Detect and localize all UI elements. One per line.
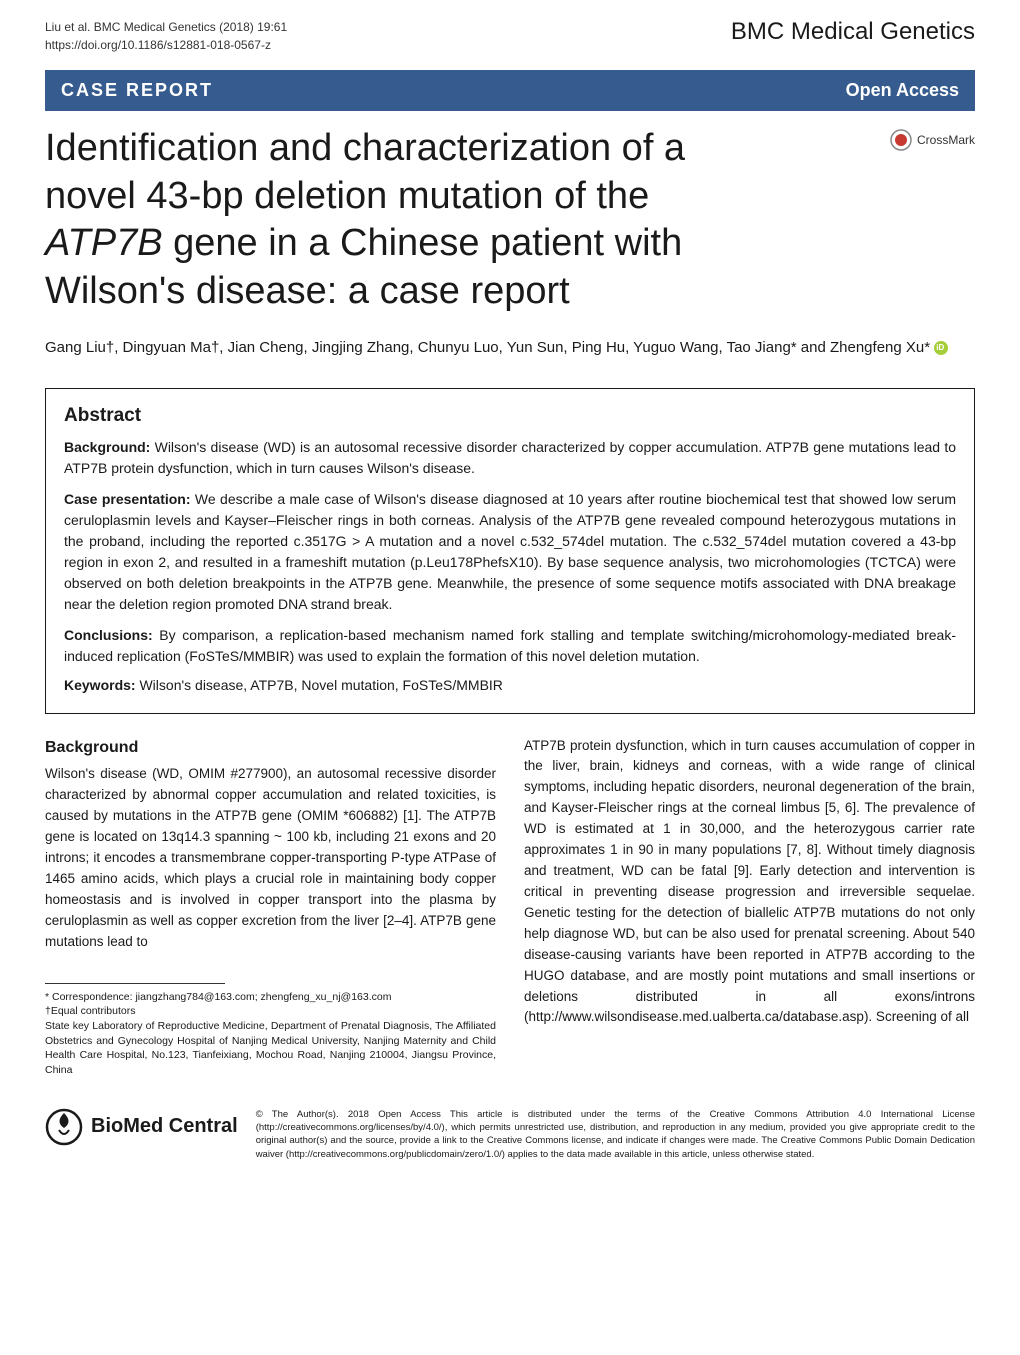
title-gene: ATP7B <box>45 222 163 264</box>
author-list: Gang Liu†, Dingyuan Ma†, Jian Cheng, Jin… <box>0 315 1020 360</box>
case-label: Case presentation: <box>64 491 191 507</box>
title-line1: Identification and characterization of a <box>45 127 685 169</box>
title-line3: gene in a Chinese patient with <box>163 222 683 264</box>
left-column: Background Wilson's disease (WD, OMIM #2… <box>45 736 496 1078</box>
background-heading: Background <box>45 736 496 761</box>
open-access-label: Open Access <box>846 80 959 101</box>
footer: BioMed Central © The Author(s). 2018 Ope… <box>45 1108 975 1161</box>
crossmark-icon <box>890 129 912 151</box>
conclusions-label: Conclusions: <box>64 627 153 643</box>
journal-name: BMC Medical Genetics <box>731 18 975 46</box>
background-label: Background: <box>64 439 150 455</box>
crossmark-badge[interactable]: CrossMark <box>890 129 975 151</box>
abstract-background: Background: Wilson's disease (WD) is an … <box>64 437 956 479</box>
body-columns: Background Wilson's disease (WD, OMIM #2… <box>0 714 1020 1078</box>
bmc-logo-text: BioMed Central <box>91 1115 238 1138</box>
bmc-logo-icon <box>45 1108 83 1146</box>
article-title: Identification and characterization of a… <box>0 111 1020 315</box>
abstract-keywords: Keywords: Wilson's disease, ATP7B, Novel… <box>64 677 956 693</box>
case-text: We describe a male case of Wilson's dise… <box>64 491 956 612</box>
biomed-central-logo: BioMed Central <box>45 1108 238 1146</box>
abstract-heading: Abstract <box>64 405 956 427</box>
conclusions-text: By comparison, a replication-based mecha… <box>64 627 956 664</box>
footnotes: * Correspondence: jiangzhang784@163.com;… <box>45 990 496 1078</box>
right-column: ATP7B protein dysfunction, which in turn… <box>524 736 975 1078</box>
title-line4: Wilson's disease: a case report <box>45 270 570 312</box>
footnote-divider <box>45 983 225 984</box>
abstract-case: Case presentation: We describe a male ca… <box>64 489 956 615</box>
background-text: Wilson's disease (WD) is an autosomal re… <box>64 439 956 476</box>
affiliation: State key Laboratory of Reproductive Med… <box>45 1019 496 1078</box>
orcid-icon[interactable] <box>934 341 948 355</box>
article-type-label: CASE REPORT <box>61 80 213 101</box>
right-paragraph: ATP7B protein dysfunction, which in turn… <box>524 736 975 1029</box>
crossmark-label: CrossMark <box>917 133 975 147</box>
equal-contributors: †Equal contributors <box>45 1004 496 1019</box>
citation-line1: Liu et al. BMC Medical Genetics (2018) 1… <box>45 18 287 36</box>
correspondence-line: * Correspondence: jiangzhang784@163.com;… <box>45 990 496 1005</box>
authors-text: Gang Liu†, Dingyuan Ma†, Jian Cheng, Jin… <box>45 339 930 356</box>
title-line2: novel 43-bp deletion mutation of the <box>45 175 649 217</box>
citation-doi: https://doi.org/10.1186/s12881-018-0567-… <box>45 36 287 54</box>
license-text: © The Author(s). 2018 Open Access This a… <box>256 1108 975 1161</box>
left-paragraph: Wilson's disease (WD, OMIM #277900), an … <box>45 764 496 952</box>
keywords-label: Keywords: <box>64 677 136 693</box>
header: Liu et al. BMC Medical Genetics (2018) 1… <box>0 0 1020 62</box>
citation-block: Liu et al. BMC Medical Genetics (2018) 1… <box>45 18 287 54</box>
keywords-text: Wilson's disease, ATP7B, Novel mutation,… <box>136 677 503 693</box>
abstract-box: Abstract Background: Wilson's disease (W… <box>45 388 975 714</box>
abstract-conclusions: Conclusions: By comparison, a replicatio… <box>64 625 956 667</box>
article-type-banner: CASE REPORT Open Access <box>45 70 975 111</box>
